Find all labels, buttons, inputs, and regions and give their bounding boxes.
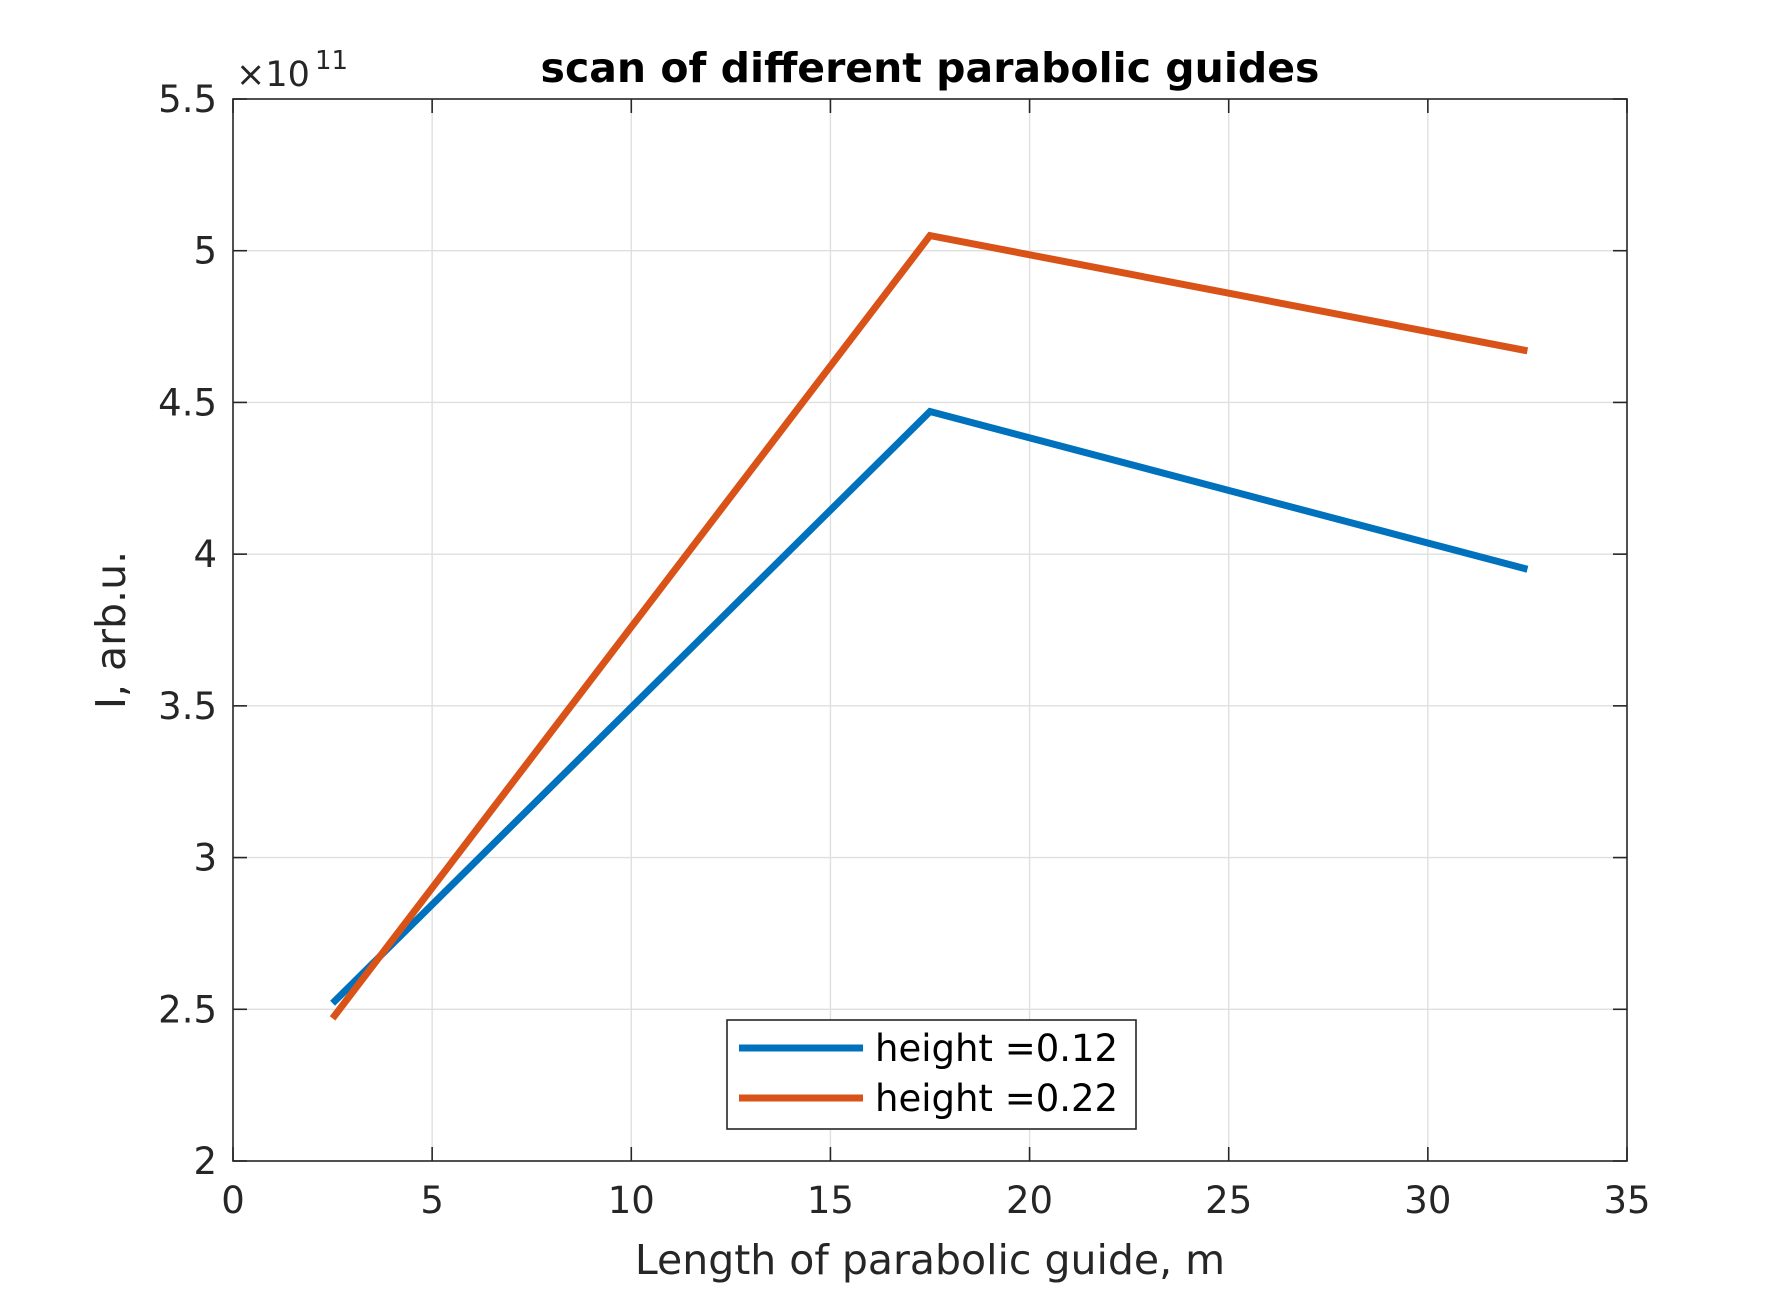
svg-text:×10 11: ×10 11: [236, 46, 348, 95]
exponent-label: ×10 11: [236, 46, 348, 95]
x-tick-label: 15: [807, 1179, 854, 1222]
x-tick-label: 20: [1006, 1179, 1053, 1222]
legend: height =0.12 height =0.22: [727, 1020, 1136, 1129]
x-tick-label: 0: [221, 1179, 245, 1222]
exponent-power: 11: [315, 46, 348, 76]
x-tick-label: 35: [1603, 1179, 1650, 1222]
series-line-1: [333, 236, 1528, 1019]
chart-title: scan of different parabolic guides: [541, 44, 1320, 92]
y-tick-label: 5: [193, 230, 217, 273]
x-axis-label: Length of parabolic guide, m: [635, 1236, 1225, 1284]
y-tick-label: 3: [193, 837, 217, 880]
x-tick-label: 30: [1404, 1179, 1451, 1222]
series-line-0: [333, 412, 1528, 1004]
y-tick-label: 4: [193, 533, 217, 576]
axes-box: [233, 99, 1627, 1161]
axis-ticks: [233, 99, 1627, 1161]
grid: [233, 99, 1627, 1161]
y-tick-label: 5.5: [158, 78, 217, 121]
y-axis-label: I, arb.u.: [87, 551, 135, 709]
x-tick-label: 25: [1205, 1179, 1252, 1222]
exponent-base: ×10: [236, 55, 310, 95]
legend-label-height-0-12: height =0.12: [875, 1027, 1118, 1070]
x-tick-label: 5: [420, 1179, 444, 1222]
y-tick-label: 4.5: [158, 381, 217, 424]
y-tick-label: 3.5: [158, 685, 217, 728]
series-lines: [333, 236, 1528, 1019]
y-tick-label: 2: [193, 1140, 217, 1183]
legend-label-height-0-22: height =0.22: [875, 1077, 1118, 1120]
x-tick-label: 10: [608, 1179, 655, 1222]
y-tick-label: 2.5: [158, 988, 217, 1031]
